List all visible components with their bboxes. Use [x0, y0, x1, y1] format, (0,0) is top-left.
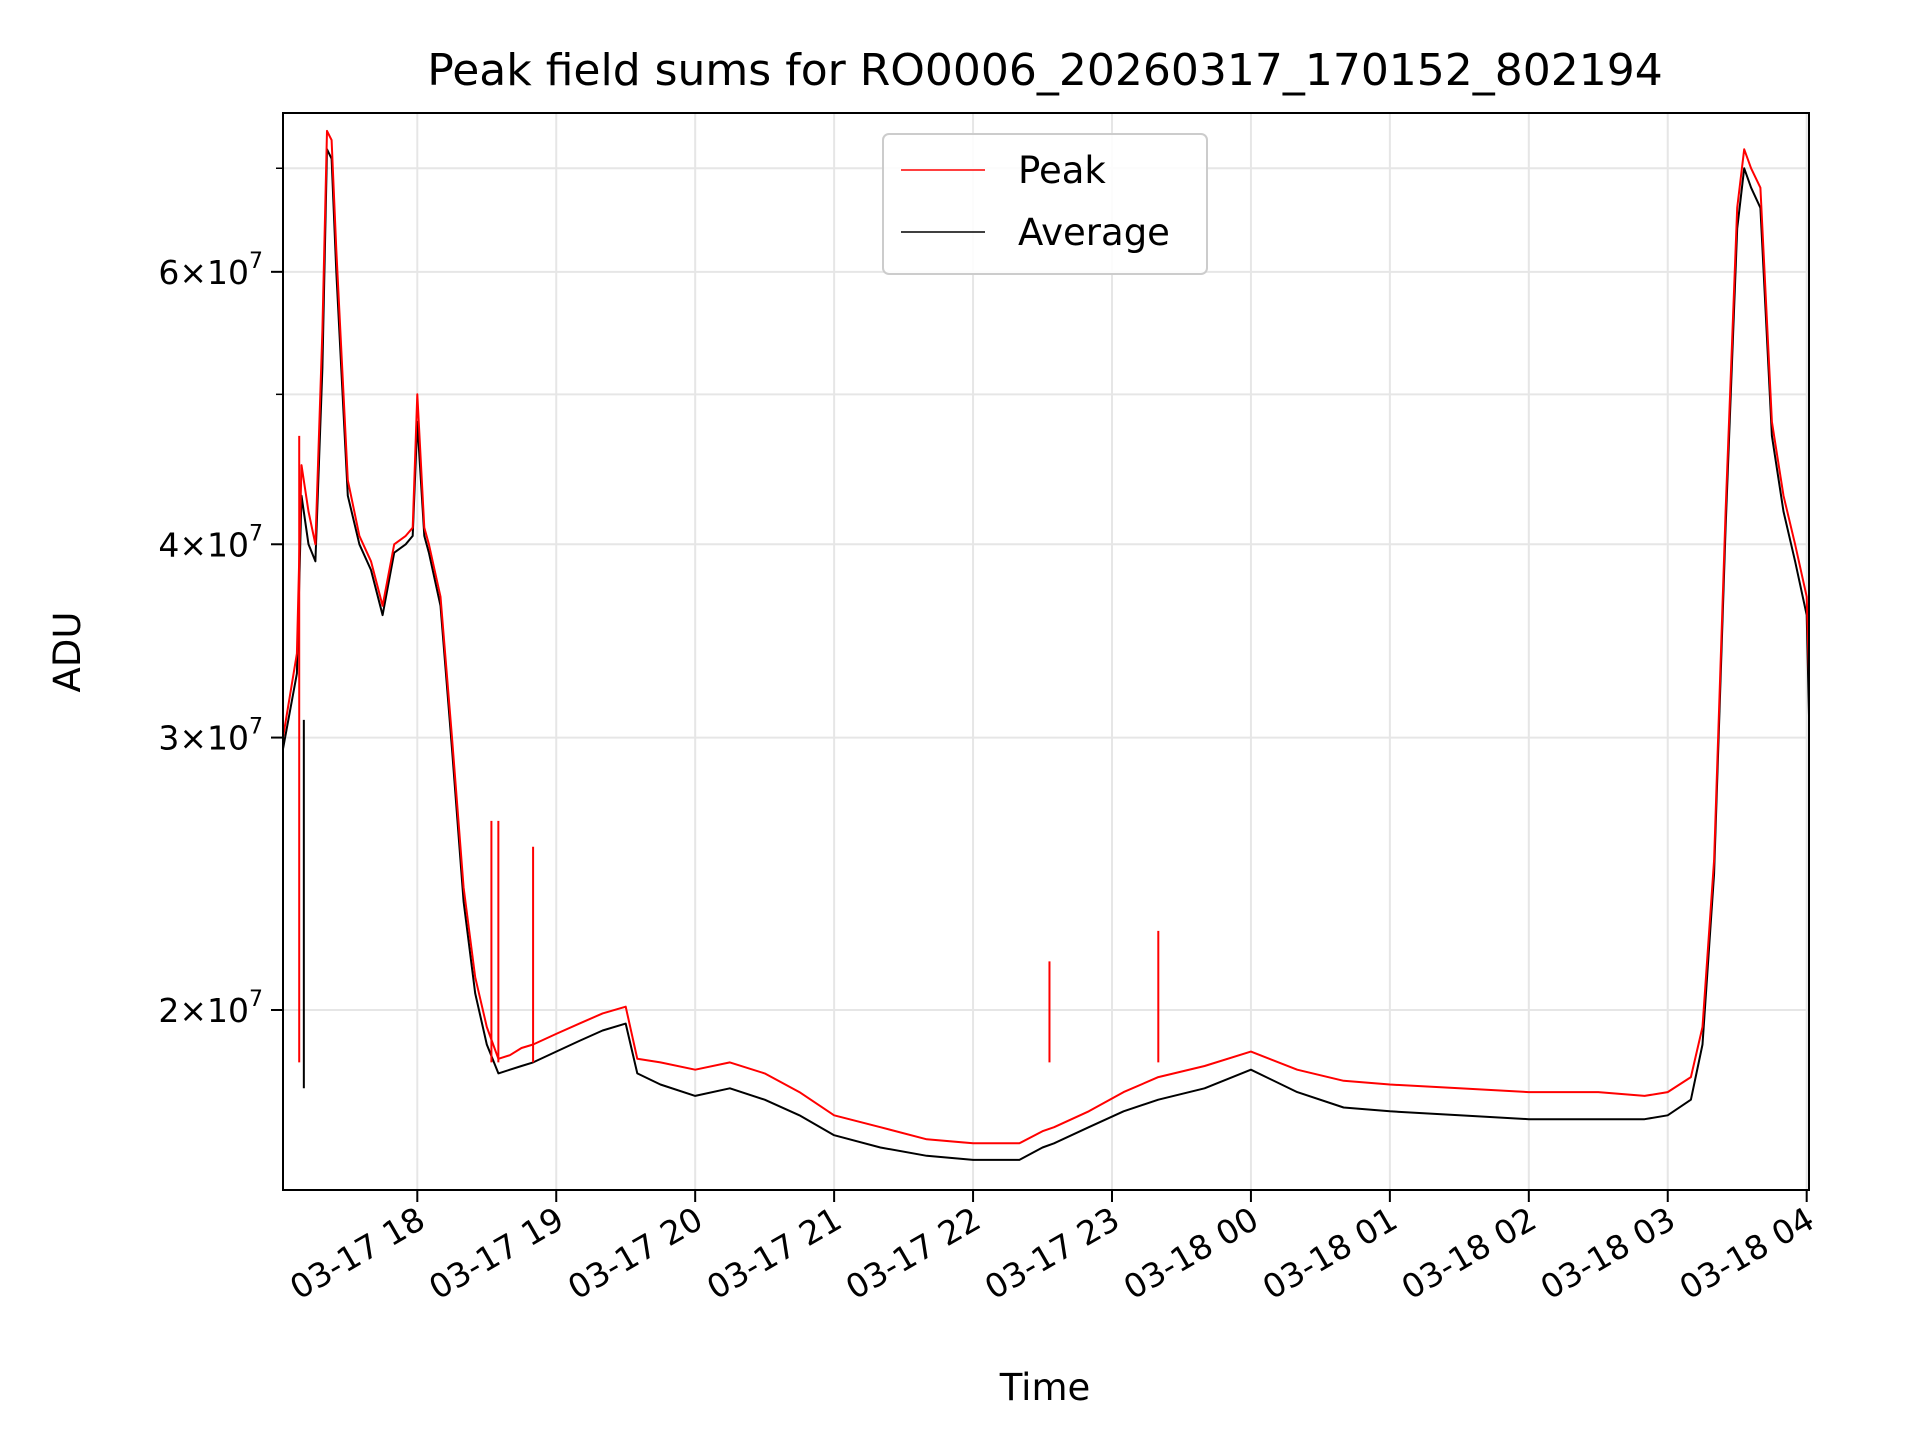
series-line-average [282, 148, 1810, 1161]
plot-frame [282, 112, 1810, 1191]
legend-box [882, 133, 1208, 275]
series-line-peak [282, 129, 1810, 1145]
y-axis-ticks: 2×107 3×107 4×107 6×107 [158, 167, 283, 1030]
y-tick-label: 2×107 [158, 987, 263, 1030]
y-tick-label: 4×107 [158, 521, 263, 564]
plot-lines [282, 129, 1810, 1161]
legend-label-average: Average [1018, 211, 1170, 254]
legend: Peak Average [882, 133, 1208, 275]
y-tick-label: 3×107 [158, 715, 263, 758]
y-tick-label: 6×107 [158, 249, 263, 292]
x-axis-label: Time [999, 1366, 1091, 1409]
y-axis-label: ADU [46, 612, 89, 693]
chart-title: Peak field sums for RO0006_20260317_1701… [427, 45, 1663, 96]
legend-label-peak: Peak [1018, 149, 1106, 192]
